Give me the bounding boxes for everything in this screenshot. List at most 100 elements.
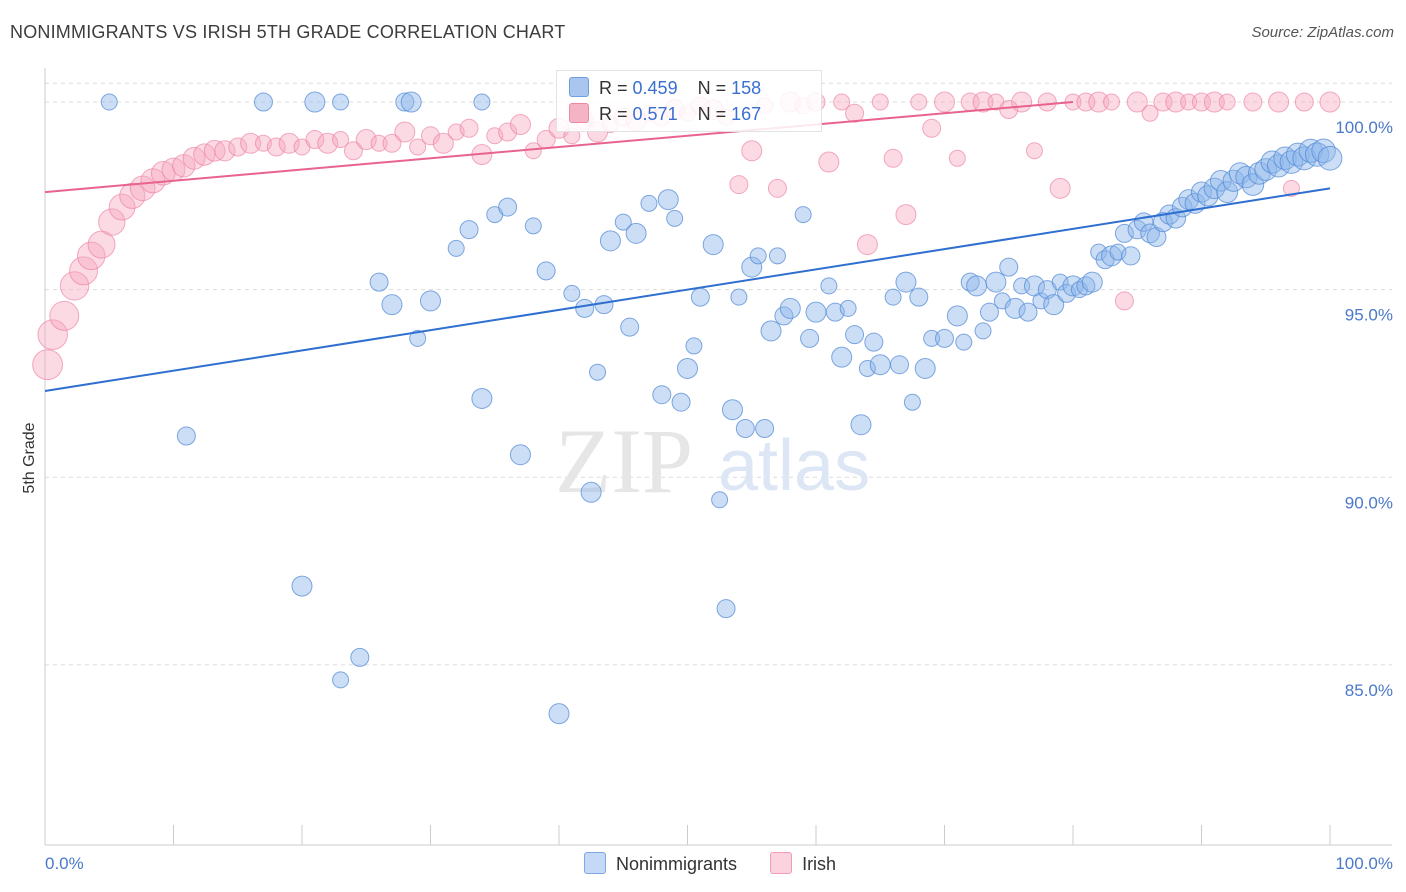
nonimmigrants-point bbox=[831, 346, 853, 368]
nonimmigrants-point bbox=[176, 426, 196, 446]
nonimmigrants-point bbox=[640, 194, 658, 212]
nonimmigrants-point bbox=[1146, 227, 1167, 248]
nonimmigrants-point bbox=[1216, 181, 1239, 204]
nonimmigrants-point bbox=[369, 272, 389, 292]
nonimmigrants-point bbox=[741, 256, 763, 278]
nonimmigrants-point bbox=[1260, 150, 1284, 174]
nonimmigrants-point bbox=[677, 357, 698, 379]
legend-n-label: N = bbox=[697, 78, 727, 98]
legend-item-irish[interactable]: Irish bbox=[770, 852, 836, 875]
irish-point bbox=[948, 149, 966, 167]
nonimmigrants-point bbox=[845, 325, 865, 345]
nonimmigrants-point bbox=[599, 230, 621, 252]
irish-point bbox=[856, 234, 878, 256]
y-tick-label: 100.0% bbox=[1335, 118, 1393, 137]
watermark: ZIP atlas bbox=[555, 410, 870, 512]
nonimmigrants-point bbox=[1209, 169, 1232, 192]
x-tick-label-max: 100.0% bbox=[1335, 854, 1393, 873]
nonimmigrants-point bbox=[721, 399, 743, 421]
nonimmigrants-point bbox=[960, 272, 980, 292]
nonimmigrants-point bbox=[589, 363, 607, 381]
irish-point bbox=[59, 271, 90, 301]
trend-lines bbox=[44, 101, 1331, 392]
irish-point bbox=[37, 319, 68, 350]
nonimmigrants-point bbox=[1076, 276, 1096, 296]
nonimmigrants-point bbox=[993, 292, 1011, 310]
nonimmigrants-point bbox=[914, 357, 936, 379]
nonimmigrants-point bbox=[869, 354, 891, 376]
nonimmigrants-point bbox=[800, 328, 820, 348]
nonimmigrants-point bbox=[625, 222, 647, 244]
irish-point bbox=[910, 93, 928, 111]
nonimmigrants-point bbox=[395, 92, 415, 112]
nonimmigrants-point bbox=[1114, 223, 1134, 243]
legend-label-nonimmigrants: Nonimmigrants bbox=[616, 854, 738, 874]
irish-point bbox=[1103, 93, 1121, 111]
irish-point bbox=[1153, 92, 1173, 112]
legend-n-value: 158 bbox=[731, 78, 762, 98]
legend-r-value: 0.459 bbox=[632, 78, 678, 98]
nonimmigrants-point bbox=[332, 671, 350, 689]
y-tick-label: 85.0% bbox=[1345, 681, 1393, 700]
nonimmigrants-point bbox=[999, 257, 1019, 277]
irish-point bbox=[1180, 93, 1198, 111]
irish-point bbox=[1165, 91, 1187, 113]
nonimmigrants-point bbox=[1121, 246, 1141, 266]
nonimmigrants-point bbox=[935, 328, 954, 348]
nonimmigrants-point bbox=[884, 288, 902, 306]
irish-point bbox=[999, 100, 1019, 120]
tick-labels: 85.0% 90.0% 95.0% 100.0% 0.0% 100.0% bbox=[45, 118, 1393, 873]
nonimmigrants-point bbox=[536, 261, 556, 281]
irish-point bbox=[729, 175, 749, 195]
nonimmigrants-point bbox=[903, 393, 921, 411]
irish-point bbox=[818, 151, 840, 173]
nonimmigrants-point bbox=[1298, 138, 1323, 163]
nonimmigrants-point bbox=[471, 387, 493, 409]
nonimmigrants-point bbox=[864, 332, 884, 352]
axes bbox=[44, 68, 1392, 846]
nonimmigrants-point bbox=[253, 92, 273, 112]
y-axis-title: 5th Grade bbox=[21, 422, 38, 493]
chart-title: NONIMMIGRANTS VS IRISH 5TH GRADE CORRELA… bbox=[10, 22, 566, 42]
irish-point bbox=[240, 132, 262, 154]
legend-row-irish: R = 0.571 N = 167 bbox=[569, 103, 761, 125]
legend-r-value: 0.571 bbox=[632, 104, 678, 124]
nonimmigrants-point bbox=[1018, 302, 1038, 322]
irish-point bbox=[98, 208, 126, 236]
irish-point bbox=[1141, 104, 1159, 122]
nonimmigrants-point bbox=[381, 294, 403, 316]
irish-point bbox=[1294, 92, 1314, 112]
irish-point bbox=[394, 121, 416, 143]
irish-point bbox=[343, 141, 363, 161]
irish-point bbox=[228, 137, 248, 157]
legend-n-value: 167 bbox=[731, 104, 762, 124]
nonimmigrants-point bbox=[820, 277, 838, 295]
nonimmigrants-point bbox=[690, 287, 710, 307]
nonimmigrants-point bbox=[1127, 219, 1147, 240]
irish-point bbox=[1088, 91, 1110, 113]
irish-point bbox=[214, 140, 236, 162]
nonimmigrants-point bbox=[332, 93, 350, 111]
nonimmigrants-point bbox=[805, 301, 827, 323]
series-legend: Nonimmigrants Irish bbox=[584, 852, 864, 875]
irish-point bbox=[432, 132, 454, 154]
nonimmigrants-point bbox=[1140, 223, 1160, 244]
irish-point bbox=[305, 130, 325, 150]
nonimmigrants-point bbox=[794, 206, 812, 224]
nonimmigrants-point bbox=[473, 93, 491, 111]
nonimmigrants-point bbox=[716, 599, 736, 619]
irish-point bbox=[1218, 93, 1236, 111]
irish-point bbox=[409, 138, 427, 156]
irish-point bbox=[833, 93, 851, 111]
irish-point bbox=[1203, 91, 1225, 113]
nonimmigrants-point bbox=[304, 91, 326, 113]
legend-item-nonimmigrants[interactable]: Nonimmigrants bbox=[584, 852, 737, 875]
nonimmigrants-point bbox=[1043, 294, 1065, 316]
legend-swatch-blue bbox=[569, 77, 589, 97]
nonimmigrants-point bbox=[974, 322, 992, 340]
nonimmigrants-point bbox=[350, 647, 370, 667]
nonimmigrants-point bbox=[509, 444, 531, 466]
irish-point bbox=[922, 118, 942, 138]
irish-point bbox=[332, 131, 350, 149]
irish-trend-line bbox=[44, 101, 1074, 194]
